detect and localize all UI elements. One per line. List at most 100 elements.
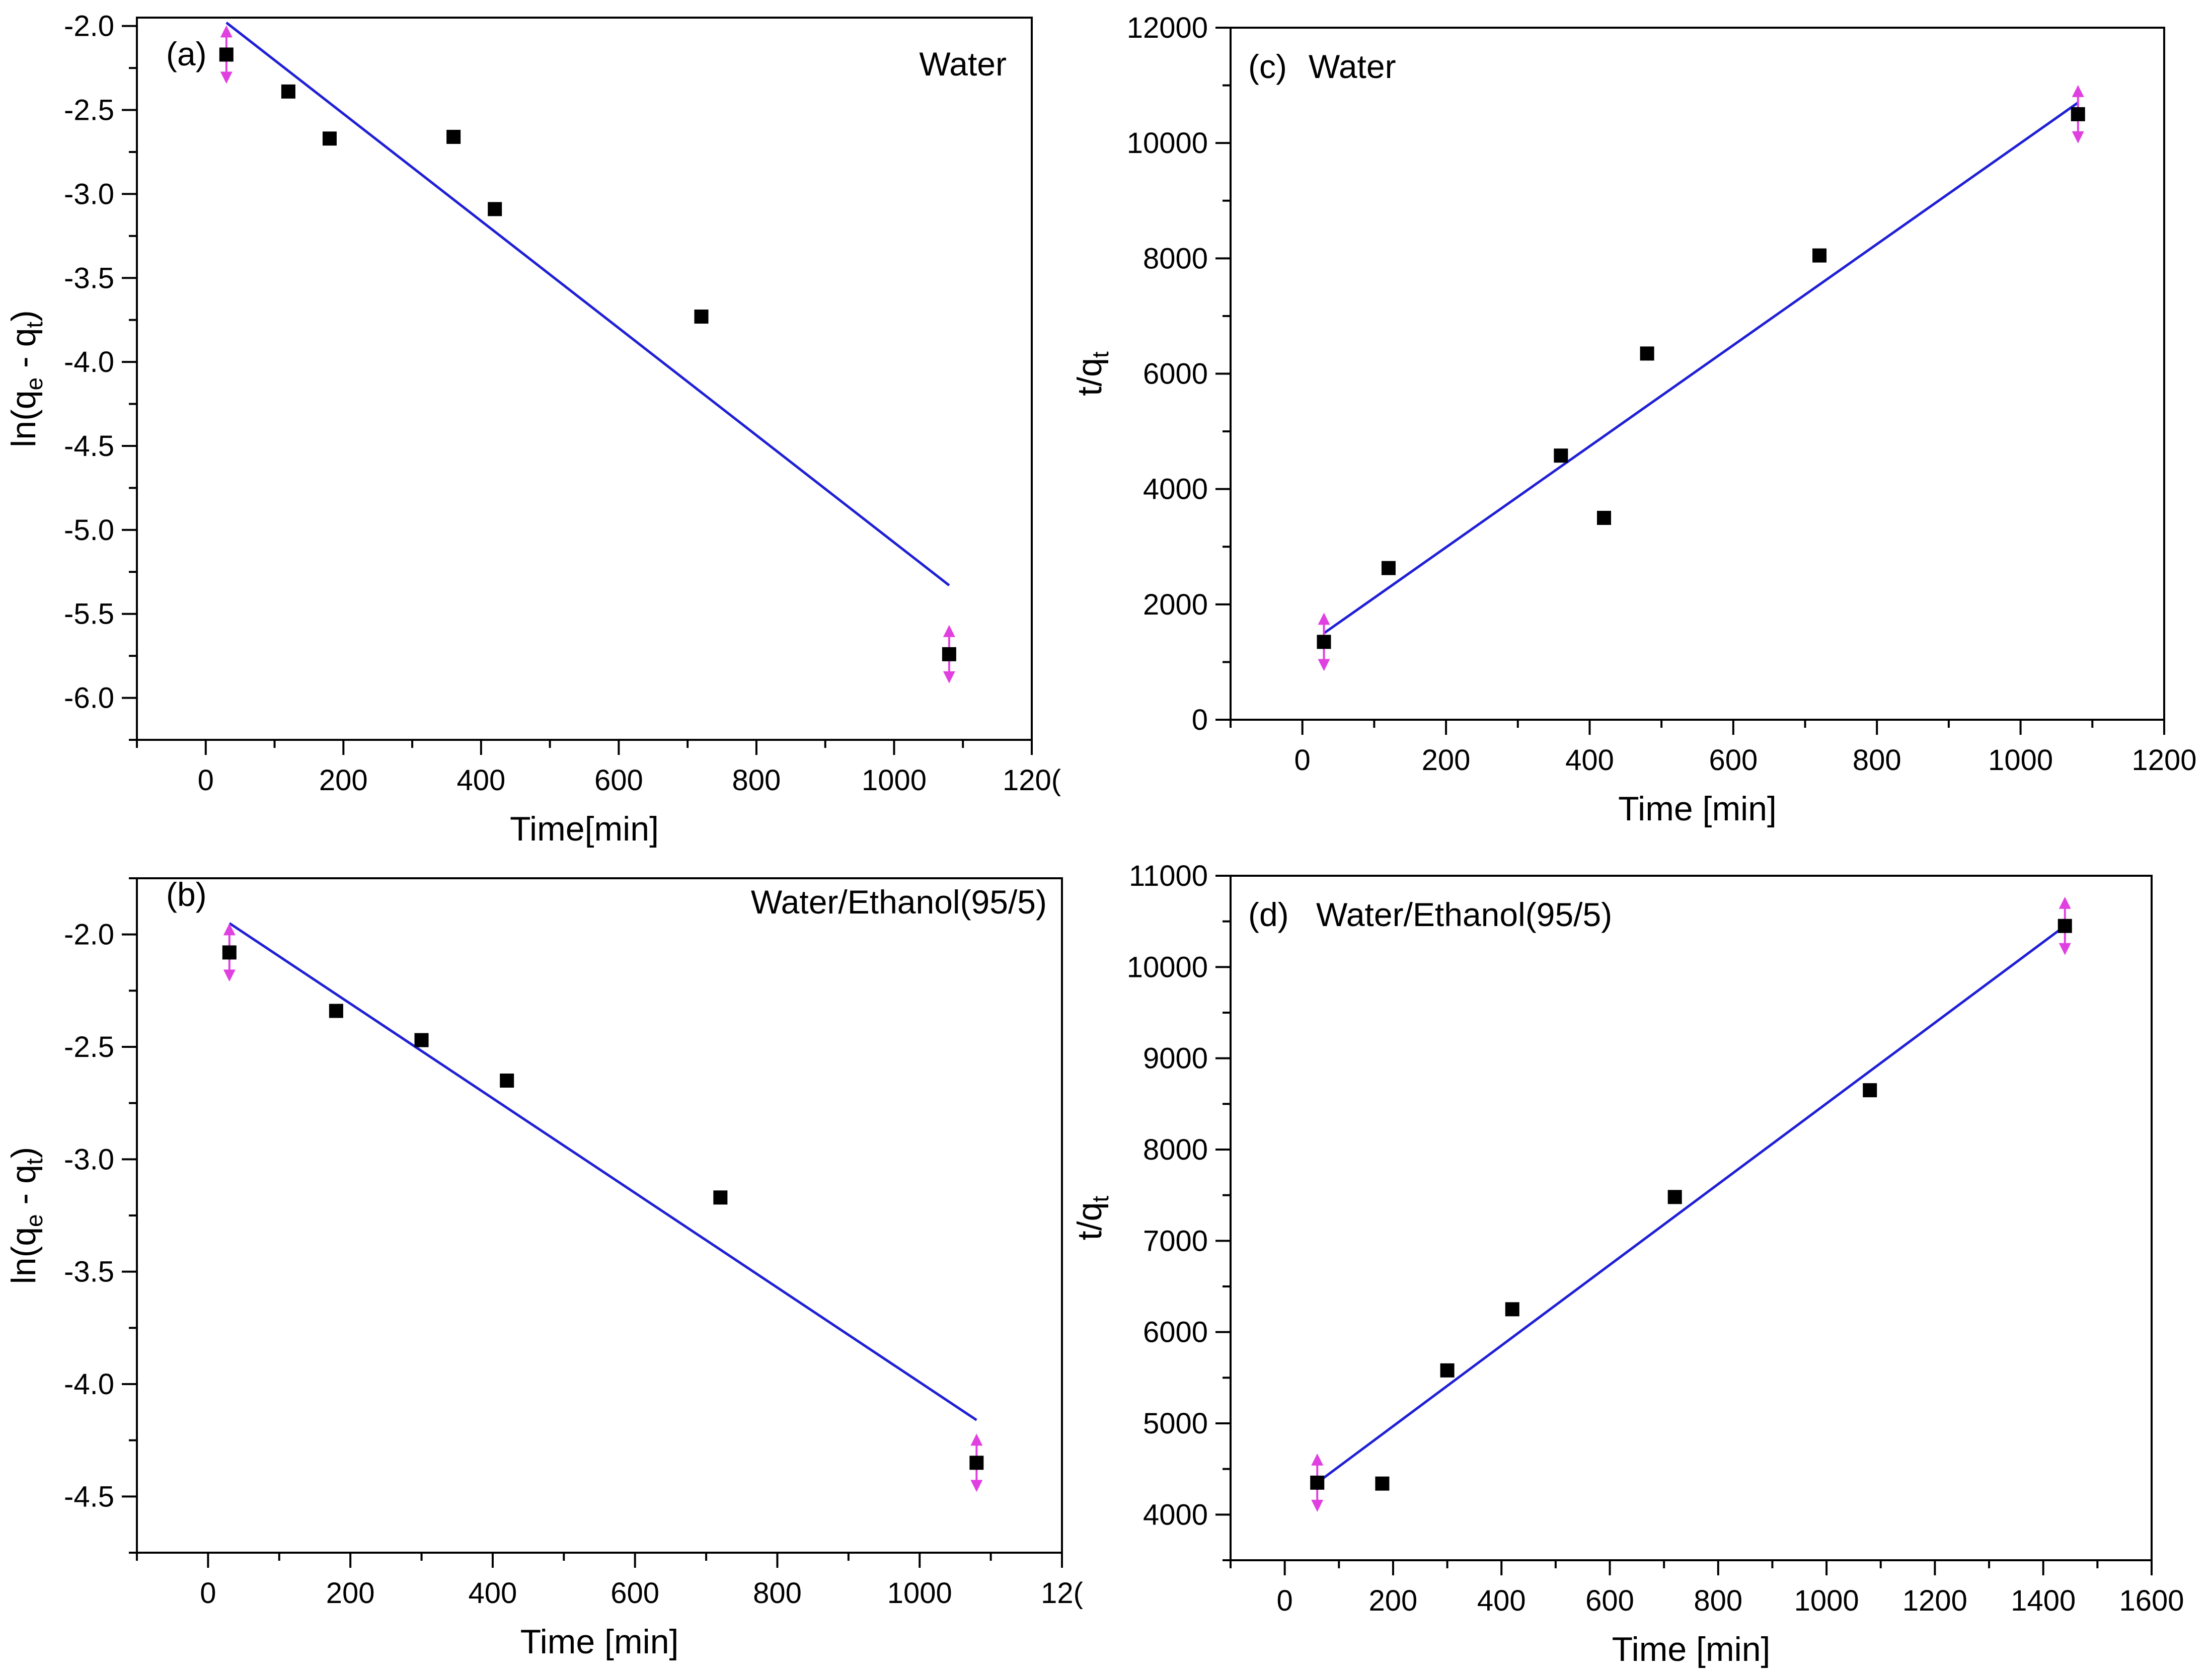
data-point (713, 1190, 728, 1205)
data-point (1863, 1083, 1877, 1098)
y-tick-label: -3.0 (64, 178, 114, 210)
y-tick-label: 6000 (1143, 358, 1208, 391)
plot-frame (136, 17, 1033, 741)
data-point (1597, 510, 1611, 525)
x-tick-label: 800 (753, 1577, 802, 1610)
y-tick-label: 2000 (1143, 588, 1208, 621)
y-tick-label: 7000 (1143, 1225, 1208, 1257)
plot-frame (1230, 27, 2165, 721)
x-tick-label: 0 (1294, 744, 1311, 777)
y-tick-label: 6000 (1143, 1316, 1208, 1349)
data-point (1812, 248, 1827, 263)
x-tick-label: 1400 (2011, 1584, 2076, 1617)
data-point (1375, 1476, 1390, 1491)
data-point (2057, 919, 2072, 933)
y-tick-label: -3.0 (64, 1143, 114, 1176)
x-tick-label: 1200 (2131, 744, 2196, 777)
panel-annotation: Water/Ethanol(95/5) (1316, 896, 1612, 933)
x-tick-label: 1200 (1902, 1584, 1967, 1617)
y-tick-label: 11000 (1129, 860, 1208, 892)
data-point (322, 131, 337, 146)
y-tick-label: -2.5 (64, 1031, 114, 1063)
x-tick-label: 12( (1041, 1577, 1083, 1610)
y-tick-label: 8000 (1143, 1133, 1208, 1166)
x-tick-label: 200 (1422, 744, 1471, 777)
data-point (281, 84, 295, 99)
x-tick-label: 200 (319, 764, 368, 797)
data-point (446, 129, 461, 144)
x-tick-label: 600 (1585, 1584, 1634, 1617)
x-tick-label: 600 (1709, 744, 1758, 777)
y-tick-label: 12000 (1127, 12, 1208, 44)
y-axis-title: t/qt (1071, 351, 1113, 396)
data-point (969, 1456, 984, 1470)
chart-panel-2: 0 200 400 600 800 1000 12(-2.0 -2.5 -3.0 -3.5 -4.0… (5, 876, 1083, 1661)
data-point (1317, 635, 1331, 649)
panel-label: (c) (1248, 48, 1287, 85)
y-tick-label: -4.5 (64, 1480, 114, 1513)
y-tick-label: 10000 (1127, 951, 1208, 983)
y-tick-label: -4.0 (64, 1368, 114, 1401)
y-tick-label: -5.5 (64, 598, 114, 631)
y-tick-label: 10000 (1127, 127, 1208, 160)
x-tick-label: 1000 (887, 1577, 952, 1610)
chart-panel-4: 0 200 400 600 800 1000 1200 1400 1600 4000 5000 600… (1071, 860, 2184, 1668)
plot-frame (1230, 875, 2153, 1561)
panel-label: (b) (166, 876, 207, 913)
panel-label: (a) (166, 35, 207, 72)
fit-line (1316, 925, 2066, 1484)
x-tick-label: 0 (200, 1577, 216, 1610)
x-tick-label: 0 (1277, 1584, 1293, 1617)
y-tick-label: 8000 (1143, 242, 1208, 275)
data-point (2071, 107, 2085, 121)
fit-line (228, 922, 977, 1421)
x-tick-label: 1000 (1988, 744, 2053, 777)
data-point (329, 1004, 343, 1018)
x-tick-label: 600 (594, 764, 643, 797)
y-axis-title: t/qt (1071, 1196, 1113, 1241)
x-tick-label: 120( (1003, 764, 1061, 797)
panel-annotation: Water/Ethanol(95/5) (751, 883, 1047, 921)
x-tick-label: 200 (1369, 1584, 1418, 1617)
y-tick-label: 9000 (1143, 1042, 1208, 1075)
y-tick-label: -2.0 (64, 10, 114, 43)
data-point (1440, 1363, 1455, 1378)
y-tick-label: 4000 (1143, 473, 1208, 506)
x-tick-label: 400 (1477, 1584, 1526, 1617)
x-axis-title: Time [min] (520, 1623, 679, 1661)
y-tick-label: -5.0 (64, 514, 114, 547)
panel-annotation: Water (1309, 48, 1396, 85)
y-tick-label: -3.5 (64, 1256, 114, 1288)
x-axis-title: Time [min] (1618, 790, 1777, 828)
x-tick-label: 800 (1853, 744, 1901, 777)
x-tick-label: 400 (469, 1577, 517, 1610)
y-tick-label: -2.5 (64, 94, 114, 127)
x-tick-label: 800 (1694, 1584, 1742, 1617)
x-tick-label: 200 (326, 1577, 375, 1610)
data-point (488, 202, 502, 216)
x-tick-label: 800 (732, 764, 781, 797)
x-axis-title: Time[min] (510, 810, 659, 848)
data-point (222, 945, 237, 960)
y-axis-title: ln(qe - qt) (5, 1147, 47, 1284)
panel-annotation: Water (919, 45, 1007, 83)
y-tick-label: -4.0 (64, 346, 114, 378)
x-tick-label: 1000 (862, 764, 927, 797)
x-axis-title: Time [min] (1612, 1630, 1771, 1668)
x-tick-label: 1600 (2119, 1584, 2184, 1617)
data-point (942, 647, 956, 661)
data-point (1505, 1302, 1519, 1317)
x-tick-label: 400 (1565, 744, 1614, 777)
y-axis-title: ln(qe - qt) (5, 310, 47, 447)
panel-label: (d) (1248, 896, 1289, 933)
data-point (694, 310, 709, 324)
x-tick-label: 400 (456, 764, 505, 797)
y-tick-label: -4.5 (64, 430, 114, 463)
chart-panel-1: 0 200 400 600 800 1000 120(-2.0 -2.5 -3.0 -3.5 -4.… (5, 10, 1061, 848)
data-point (1310, 1475, 1325, 1490)
fit-line (1323, 101, 2079, 635)
fit-line (225, 22, 950, 586)
y-tick-label: -6.0 (64, 682, 114, 715)
y-tick-label: -2.0 (64, 919, 114, 951)
